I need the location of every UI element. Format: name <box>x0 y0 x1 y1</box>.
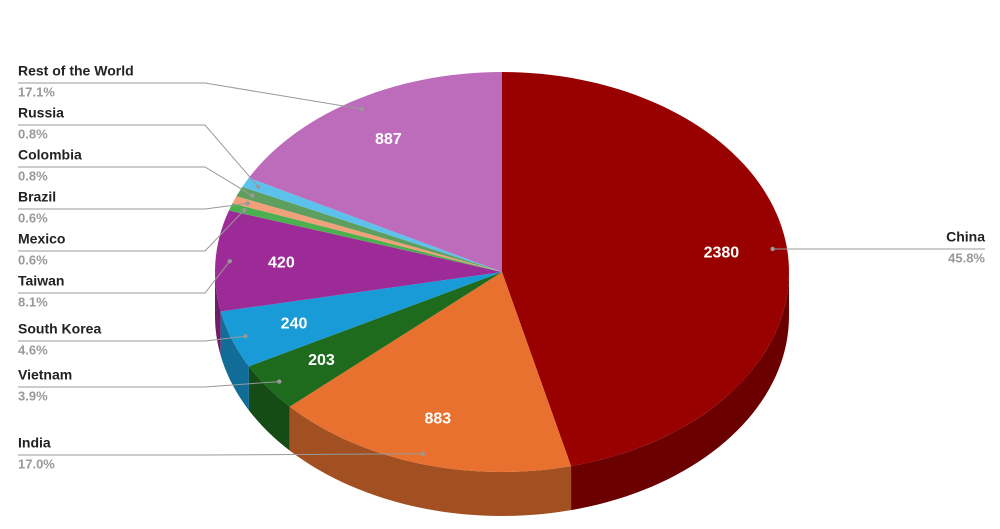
slice <box>502 72 789 467</box>
leader-line <box>18 335 246 342</box>
category-label: Vietnam <box>18 367 72 383</box>
percent-label: 0.6% <box>18 252 48 267</box>
percent-label: 0.6% <box>18 210 48 225</box>
slice-side <box>248 366 290 451</box>
category-label: Rest of the World <box>18 63 134 79</box>
category-label: Brazil <box>18 189 56 205</box>
slice <box>289 272 572 472</box>
leader-dot <box>245 201 250 206</box>
slice-side <box>220 311 249 411</box>
percent-label: 17.0% <box>18 456 55 471</box>
leader-dot <box>242 207 247 213</box>
leader-dot <box>359 106 364 112</box>
leader-line <box>18 124 259 188</box>
slice <box>232 196 502 272</box>
value-label: 420 <box>268 254 295 271</box>
leader-dot <box>243 334 248 339</box>
category-label: India <box>18 435 51 451</box>
percent-label: 8.1% <box>18 294 48 309</box>
leader-dot <box>256 184 261 190</box>
percent-label: 17.1% <box>18 84 55 99</box>
leader-dot <box>227 258 232 264</box>
value-label: 240 <box>281 315 308 332</box>
slice-side <box>571 272 789 511</box>
value-label: 203 <box>308 352 335 369</box>
slice <box>248 72 502 272</box>
category-label: Taiwan <box>18 273 64 289</box>
category-label: Colombia <box>18 147 82 163</box>
leader-dot <box>420 451 425 457</box>
slice <box>228 203 502 272</box>
slice-side <box>289 406 572 516</box>
leader-line <box>18 209 245 252</box>
category-label: China <box>946 229 985 245</box>
category-label: Mexico <box>18 231 65 247</box>
percent-label: 0.8% <box>18 168 48 183</box>
value-label: 883 <box>424 411 451 428</box>
slice <box>215 210 502 312</box>
percent-label: 3.9% <box>18 388 48 403</box>
category-label: Russia <box>18 105 64 121</box>
slice-side <box>215 272 221 356</box>
value-label: 2380 <box>704 245 740 262</box>
value-label: 887 <box>375 131 402 148</box>
category-label: South Korea <box>18 321 101 337</box>
slice <box>242 177 502 272</box>
leader-dot <box>277 379 282 384</box>
leader-line <box>18 260 231 294</box>
slice <box>248 272 502 407</box>
leader-line <box>18 166 253 197</box>
leader-line <box>18 453 423 456</box>
leader-line <box>18 82 362 110</box>
leader-line <box>18 202 248 210</box>
percent-label: 4.6% <box>18 342 48 357</box>
slice <box>220 272 503 367</box>
slice <box>236 186 502 272</box>
leader-dot <box>250 193 255 198</box>
leader-dot <box>770 246 775 252</box>
percent-label: 0.8% <box>18 126 48 141</box>
leader-line <box>18 381 280 388</box>
percent-label: 45.8% <box>948 250 985 265</box>
